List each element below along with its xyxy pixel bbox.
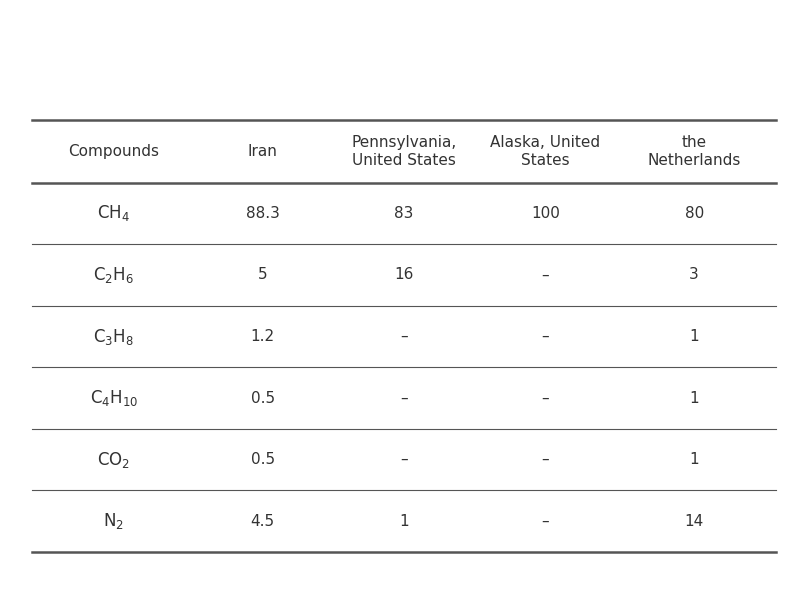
Text: a  a: a a	[34, 31, 90, 59]
Text: 1: 1	[690, 452, 699, 467]
Text: 1: 1	[399, 514, 409, 529]
Text: $\mathregular{CO_2}$: $\mathregular{CO_2}$	[98, 449, 130, 470]
Text: 5: 5	[258, 268, 267, 283]
Text: –: –	[542, 514, 549, 529]
Text: –: –	[542, 329, 549, 344]
Text: 0.5: 0.5	[250, 452, 274, 467]
Text: –: –	[400, 391, 408, 406]
Text: 4.5: 4.5	[250, 514, 274, 529]
Text: 1: 1	[690, 391, 699, 406]
Text: –: –	[542, 268, 549, 283]
Text: 88.3: 88.3	[246, 206, 279, 221]
Text: the
Netherlands: the Netherlands	[647, 135, 741, 167]
Text: –: –	[400, 452, 408, 467]
Text: –: –	[542, 452, 549, 467]
Text: 100: 100	[531, 206, 560, 221]
Text: $\mathregular{C_3H_8}$: $\mathregular{C_3H_8}$	[94, 326, 134, 347]
Text: 1: 1	[690, 329, 699, 344]
Text: –: –	[542, 391, 549, 406]
Text: $\mathregular{C_2H_6}$: $\mathregular{C_2H_6}$	[94, 265, 134, 285]
Text: Iran: Iran	[248, 144, 278, 159]
Text: 3: 3	[690, 268, 699, 283]
Text: Pennsylvania,
United States: Pennsylvania, United States	[351, 135, 457, 167]
Text: $\mathregular{CH_4}$: $\mathregular{CH_4}$	[98, 203, 130, 223]
Text: 80: 80	[685, 206, 704, 221]
Text: 1.2: 1.2	[250, 329, 274, 344]
Text: $\mathregular{C_4H_{10}}$: $\mathregular{C_4H_{10}}$	[90, 388, 138, 408]
Text: –: –	[400, 329, 408, 344]
Text: Compounds: Compounds	[68, 144, 159, 159]
Text: 83: 83	[394, 206, 414, 221]
Text: 14: 14	[685, 514, 704, 529]
Text: 0.5: 0.5	[250, 391, 274, 406]
Text: Alaska, United
States: Alaska, United States	[490, 135, 601, 167]
Text: $\mathregular{N_2}$: $\mathregular{N_2}$	[103, 511, 124, 531]
Text: 16: 16	[394, 268, 414, 283]
